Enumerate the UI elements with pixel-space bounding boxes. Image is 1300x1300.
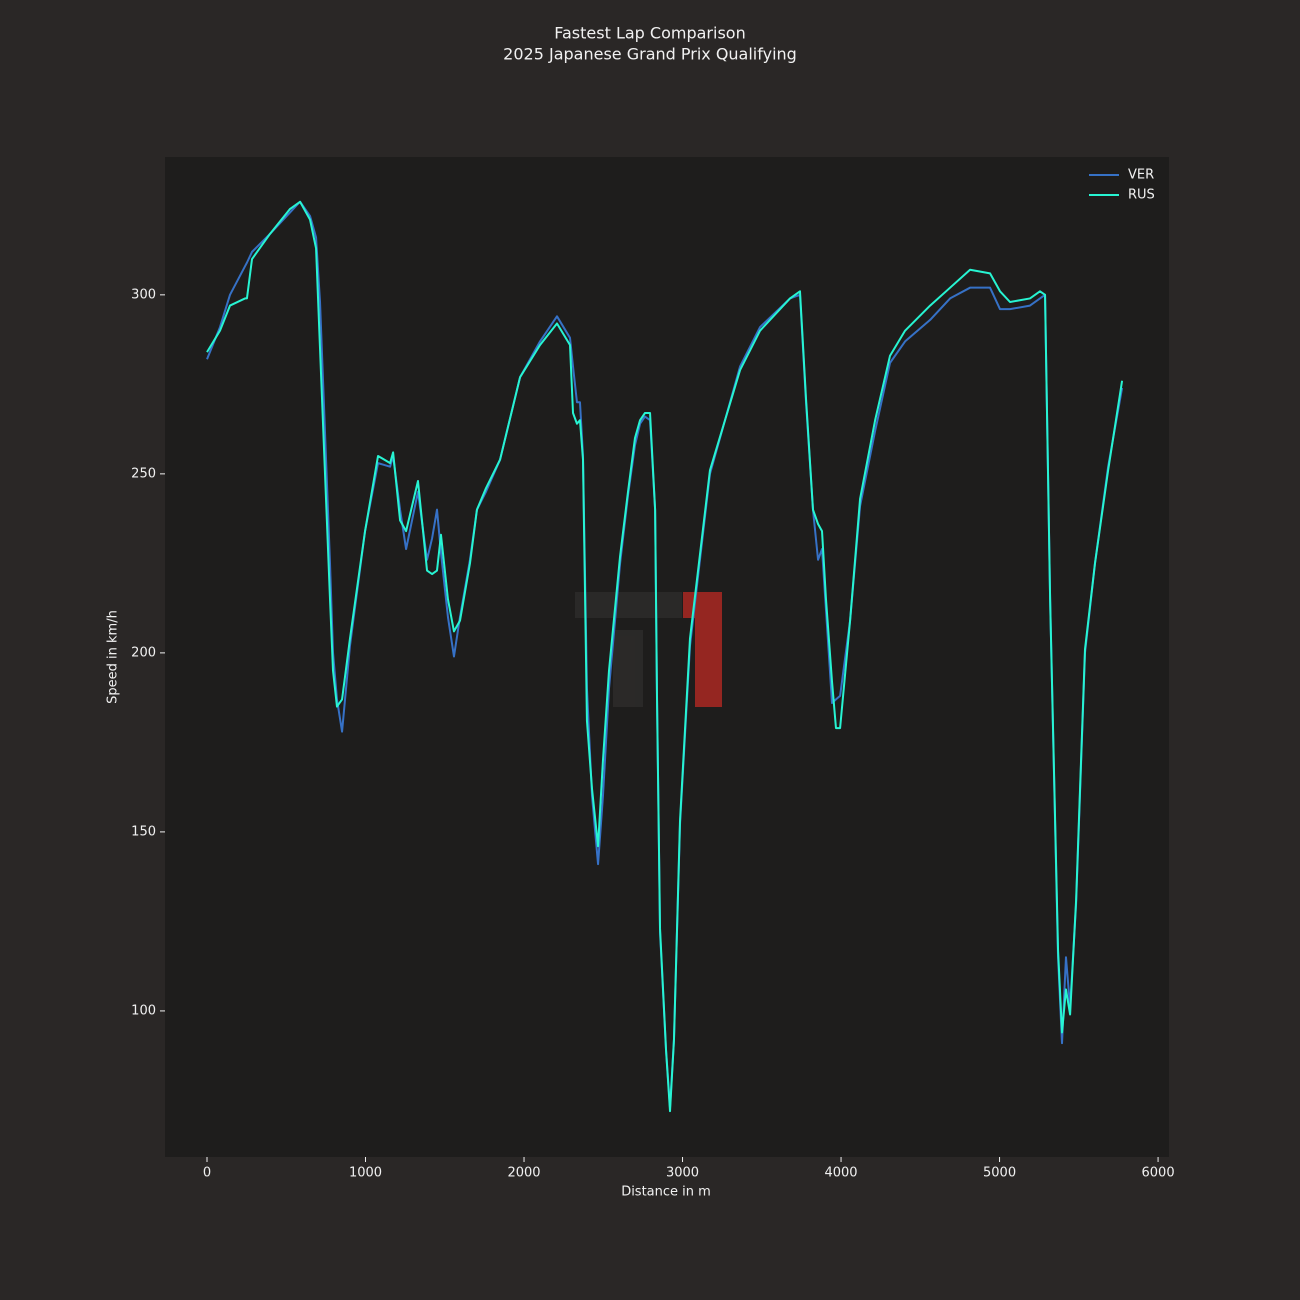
x-tick-label: 4000 bbox=[824, 1166, 857, 1181]
watermark-shape bbox=[613, 630, 643, 707]
x-tick-label: 6000 bbox=[1142, 1166, 1175, 1181]
y-axis-label: Speed in km/h bbox=[106, 610, 121, 704]
x-tick-label: 5000 bbox=[983, 1166, 1016, 1181]
x-tick-label: 1000 bbox=[349, 1166, 382, 1181]
y-tick-label: 300 bbox=[131, 287, 156, 302]
y-tick-label: 250 bbox=[131, 466, 156, 481]
y-tick-label: 150 bbox=[131, 824, 156, 839]
data-line bbox=[206, 200, 1124, 1113]
watermark-shape bbox=[575, 592, 682, 618]
x-tick-label: 2000 bbox=[507, 1166, 540, 1181]
watermark bbox=[575, 592, 722, 707]
y-tick-label: 200 bbox=[131, 645, 156, 660]
chart-subtitle: 2025 Japanese Grand Prix Qualifying bbox=[503, 45, 797, 64]
x-axis-label: Distance in m bbox=[621, 1185, 711, 1200]
legend-label: RUS bbox=[1128, 188, 1155, 203]
y-tick-label: 100 bbox=[131, 1003, 156, 1018]
x-tick-label: 0 bbox=[203, 1166, 211, 1181]
watermark-shape bbox=[695, 592, 722, 707]
x-tick-label: 3000 bbox=[666, 1166, 699, 1181]
chart-title: Fastest Lap Comparison bbox=[554, 24, 745, 43]
legend-label: VER bbox=[1128, 168, 1154, 183]
